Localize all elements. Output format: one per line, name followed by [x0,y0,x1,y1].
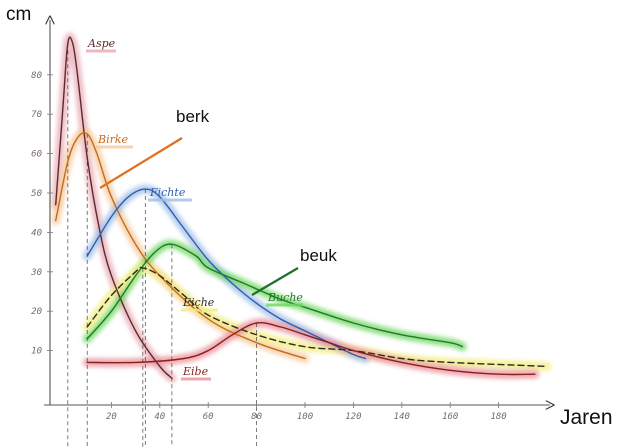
x-tick-label: 80 [251,412,262,422]
annotation-label: beuk [300,246,337,265]
series-line [86,243,463,348]
y-tick-label: 40 [31,228,42,238]
annotation-layer: berk beuk [99,107,337,296]
x-tick-label: 180 [490,412,506,422]
series-line [86,266,548,368]
series-label: Birke [97,133,129,146]
series-line-layer [55,36,548,379]
series-label-layer: Aspe Birke Fichte Buche Eiche Eibe [86,37,303,381]
guide-line-layer [67,43,257,447]
series-label: Fichte [149,186,186,199]
axes [44,20,550,405]
y-tick-label: 10 [31,347,42,357]
x-tick-label: 140 [394,412,410,422]
series-line [55,36,173,379]
series-highlight [82,263,552,371]
series-label: Eibe [182,365,209,378]
x-tick-label: 160 [442,412,458,422]
y-tick-label: 30 [30,268,42,278]
y-tick-label: 20 [31,307,42,317]
x-tick-label: 60 [203,412,214,422]
x-tick-label: 40 [154,412,165,422]
series-line [86,322,536,376]
y-tick-label: 60 [31,150,42,160]
series-label: Eiche [182,296,215,309]
x-tick-label: 20 [106,412,117,422]
annotation-pointer [99,137,183,189]
highlight-layer [51,32,552,383]
series-label: Buche [267,291,303,304]
series-label: Aspe [87,37,116,50]
tick-layer: 20 40 60 80 100 120 140 160 180 10 20 30 40 50 60 70 80 [30,71,507,422]
y-tick-label: 50 [31,189,42,199]
x-tick-label: 120 [345,412,361,422]
annotation-pointer [251,267,299,296]
y-tick-label: 80 [31,71,42,81]
y-tick-label: 70 [31,110,42,120]
series-line [55,132,306,360]
x-tick-label: 100 [297,412,313,422]
annotation-label: berk [176,107,210,126]
y-axis-unit-label: cm [6,4,31,25]
x-axis-unit-label: Jaren [560,406,613,429]
